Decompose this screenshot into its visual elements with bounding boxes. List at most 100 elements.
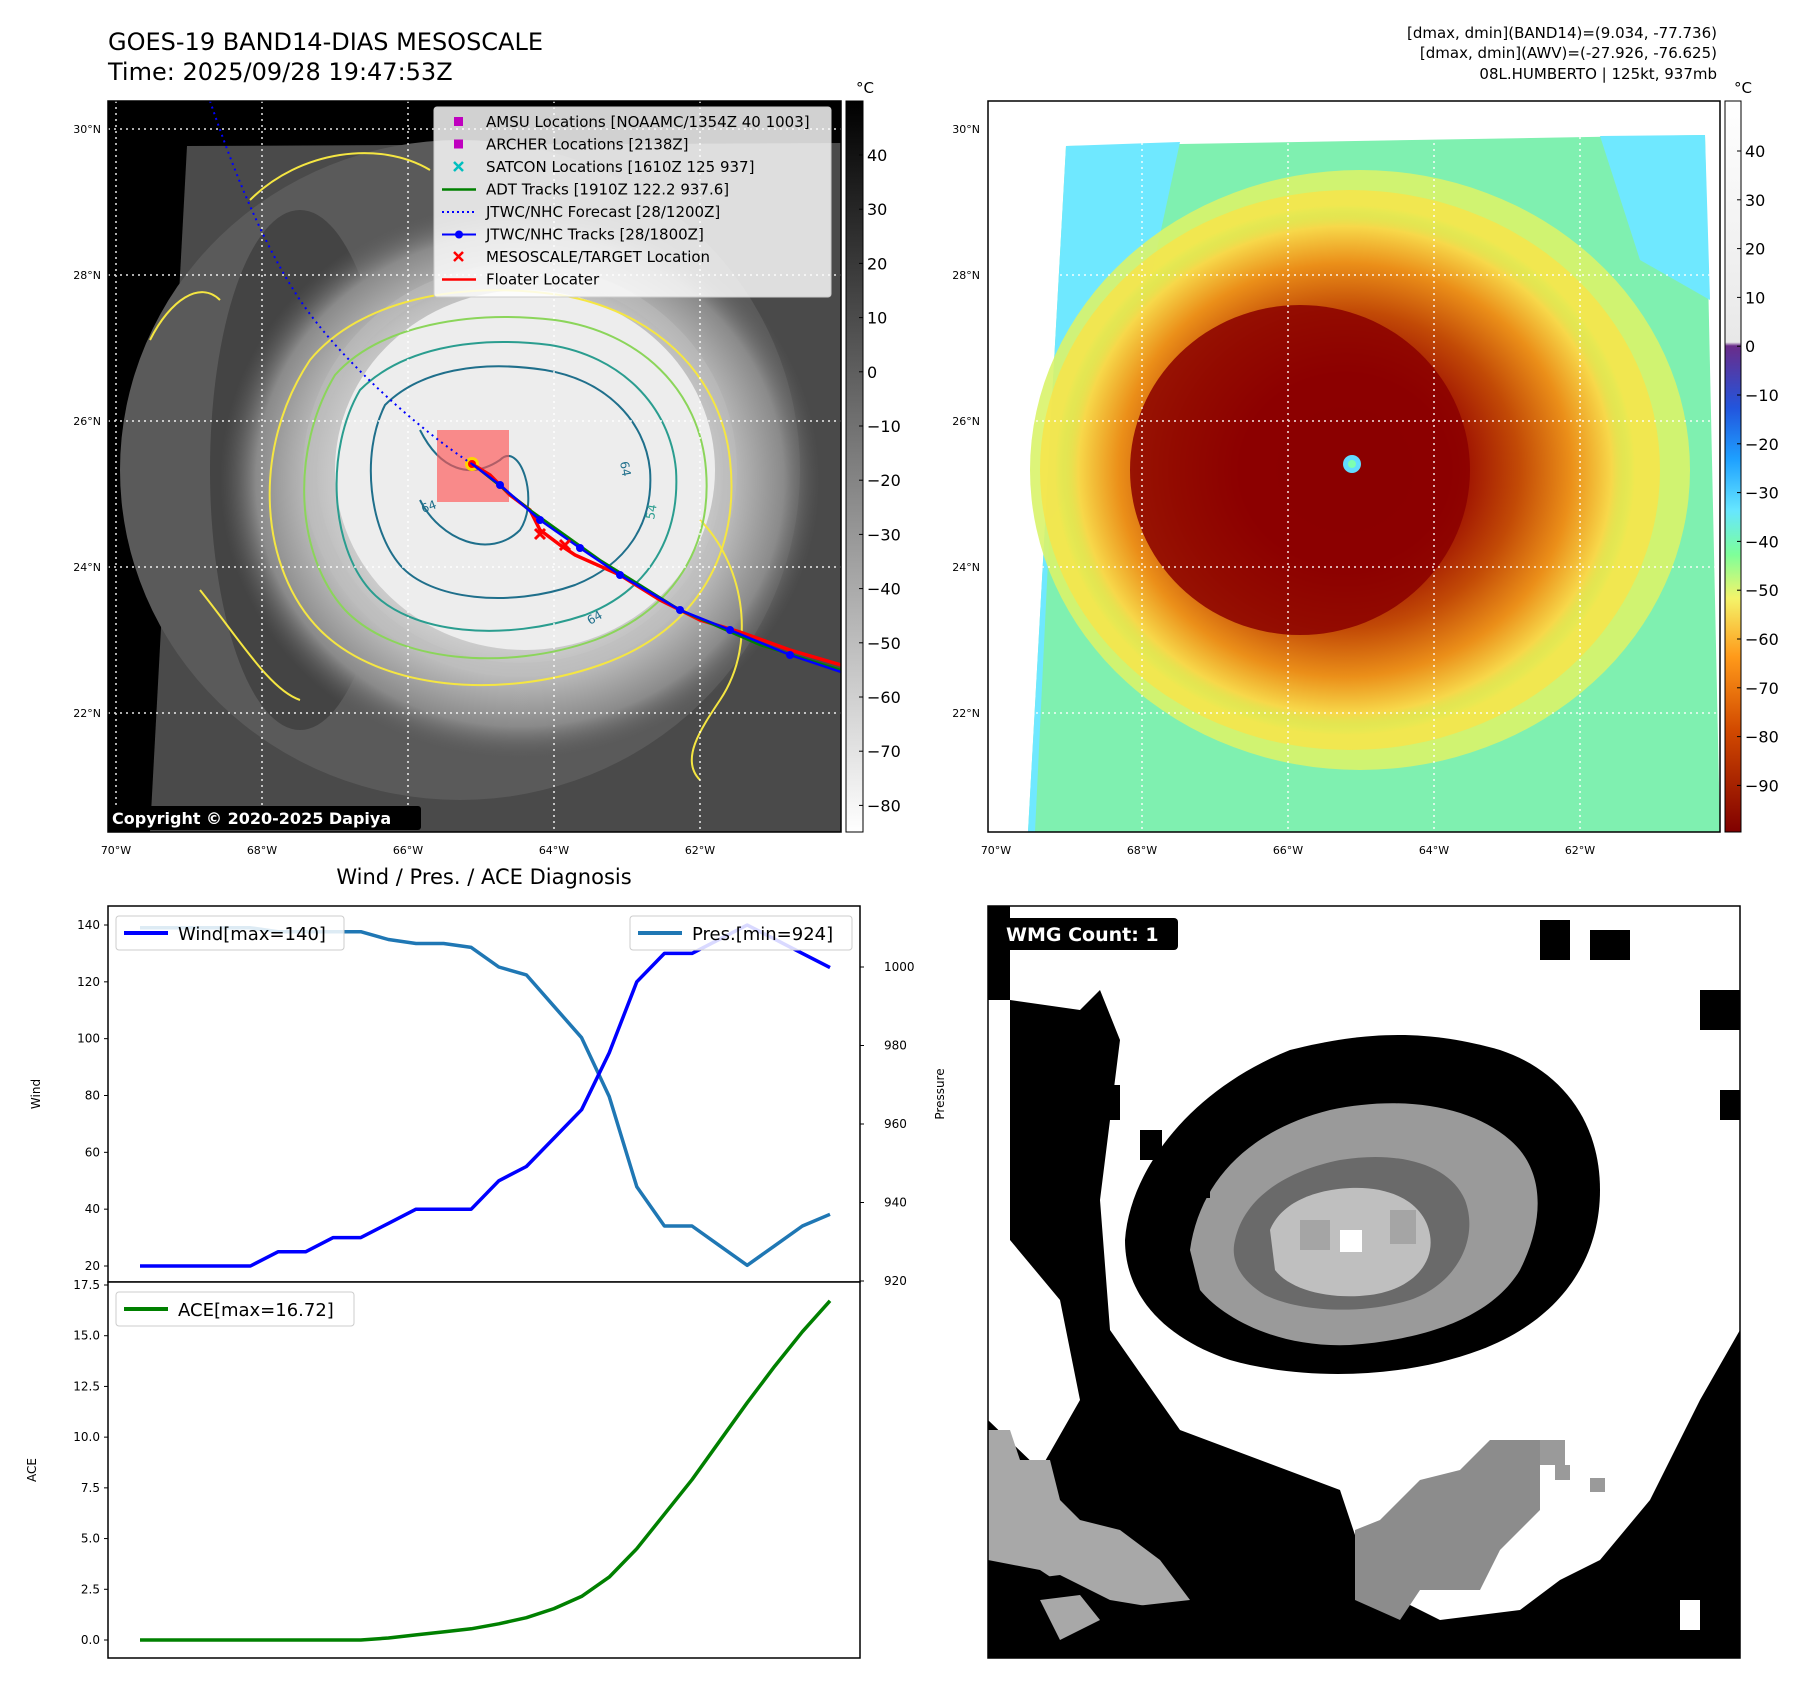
pressure-tick-label: 980 — [884, 1039, 907, 1053]
lat-label: 30°N — [952, 123, 980, 136]
colorbar-tick-label: 30 — [1745, 191, 1765, 210]
ace-tick-label: 15.0 — [73, 1329, 100, 1343]
wind-legend-label: Wind[max=140] — [178, 924, 326, 945]
colorbar-tick-label: −50 — [867, 634, 901, 653]
lat-label: 26°N — [952, 415, 980, 428]
pressure-tick-label: 940 — [884, 1196, 907, 1210]
colorbar-tick-label: −80 — [867, 796, 901, 815]
colorbar-unit: °C — [856, 79, 874, 97]
lat-label: 28°N — [73, 269, 101, 282]
wind-tick-label: 80 — [85, 1089, 100, 1103]
lon-label: 70°W — [981, 844, 1011, 857]
ace-axes — [107, 1281, 861, 1659]
legend-marker — [455, 230, 463, 239]
wmg-panel — [988, 906, 1740, 1658]
ace-line — [140, 1299, 832, 1642]
ace-tick-label: 12.5 — [73, 1379, 100, 1393]
legend-marker — [454, 117, 463, 126]
ace-tick-label: 10.0 — [73, 1430, 100, 1444]
colorbar-tick-label: −30 — [867, 525, 901, 544]
colorbar-tick-label: 30 — [867, 200, 887, 219]
colorbar-tick-label: −60 — [1745, 630, 1779, 649]
contour-label: 64 — [419, 497, 438, 515]
colorbar-tick-label: −90 — [1745, 776, 1779, 795]
wind-legend: Wind[max=140] — [115, 915, 345, 951]
legend-label: MESOSCALE/TARGET Location — [486, 248, 710, 266]
legend-label: Floater Locater — [486, 271, 600, 289]
colorbar-tick-label: 10 — [867, 309, 887, 328]
colorbar-tick-label: −70 — [867, 742, 901, 761]
lat-label: 24°N — [73, 561, 101, 574]
pressure-legend-label: Pres.[min=924] — [692, 924, 833, 945]
lat-label: 22°N — [952, 707, 980, 720]
lat-label: 30°N — [73, 123, 101, 136]
pressure-legend: Pres.[min=924] — [629, 915, 853, 951]
colorbar-tick-label: −70 — [1745, 679, 1779, 698]
copyright-text: Copyright © 2020-2025 Dapiya — [112, 809, 391, 828]
lat-label: 28°N — [952, 269, 980, 282]
pressure-axis-label: Pressure — [933, 1068, 947, 1119]
colorbar-tick-label: −10 — [867, 417, 901, 436]
ir-color-map-panel — [988, 101, 1720, 832]
legend-entry: Floater Locater — [442, 271, 600, 289]
legend-entry: MESOSCALE/TARGET Location — [453, 248, 710, 266]
lon-label: 62°W — [685, 844, 715, 857]
stats-band14: [dmax, dmin](BAND14)=(9.034, -77.736) — [1407, 24, 1717, 42]
legend-entry: ADT Tracks [1910Z 122.2 937.6] — [442, 181, 729, 199]
lat-label: 24°N — [952, 561, 980, 574]
pressure-tick-label: 1000 — [884, 960, 915, 974]
legend-marker — [454, 139, 463, 149]
colorbar-tick-label: −20 — [867, 471, 901, 490]
wmg-count-badge: WMG Count: 1 — [1006, 924, 1159, 946]
wind-tick-label: 120 — [77, 975, 100, 989]
ace-axis-label: ACE — [25, 1458, 39, 1482]
lon-label: 66°W — [393, 844, 423, 857]
track-points — [496, 481, 794, 659]
legend-label: JTWC/NHC Tracks [28/1800Z] — [485, 226, 704, 244]
forecast-track — [209, 101, 473, 465]
colorbar-tick-label: −10 — [1745, 386, 1779, 405]
lon-label: 64°W — [1419, 844, 1449, 857]
legend-entry: AMSU Locations [NOAAMC/1354Z 40 1003] — [454, 113, 810, 131]
colorbar-tick-label: −20 — [1745, 435, 1779, 454]
pressure-tick-label: 920 — [884, 1274, 907, 1288]
legend-marker — [453, 251, 464, 262]
colorbar-tick-label: 40 — [867, 146, 887, 165]
legend-label: JTWC/NHC Forecast [28/1200Z] — [485, 203, 720, 221]
wind-tick-label: 60 — [85, 1145, 100, 1159]
wind-tick-label: 100 — [77, 1032, 100, 1046]
pressure-tick-label: 960 — [884, 1117, 907, 1131]
legend-label: ADT Tracks [1910Z 122.2 937.6] — [486, 181, 729, 199]
colorbar-tick-label: 20 — [1745, 240, 1765, 259]
map-legend: AMSU Locations [NOAAMC/1354Z 40 1003] ARC… — [433, 106, 832, 298]
colorbar-tick-label: −40 — [1745, 532, 1779, 551]
lat-label: 22°N — [73, 707, 101, 720]
lon-label: 68°W — [247, 844, 277, 857]
wind-tick-label: 20 — [85, 1259, 100, 1273]
wind-tick-label: 40 — [85, 1202, 100, 1216]
colorbar-tick-label: −50 — [1745, 581, 1779, 600]
wind-tick-label: 140 — [77, 918, 100, 932]
contour-label: 64 — [617, 460, 633, 477]
ace-tick-label: 17.5 — [73, 1278, 100, 1292]
lon-label: 64°W — [539, 844, 569, 857]
legend-entry: JTWC/NHC Forecast [28/1200Z] — [442, 203, 720, 221]
lon-label: 68°W — [1127, 844, 1157, 857]
wind-axis-label: Wind — [29, 1079, 43, 1109]
colorbar-tick-label: 20 — [867, 254, 887, 273]
ace-tick-label: 0.0 — [81, 1633, 100, 1647]
wind-pressure-axes — [107, 905, 861, 1283]
ace-tick-label: 5.0 — [81, 1532, 100, 1546]
legend-label: SATCON Locations [1610Z 125 937] — [486, 158, 754, 176]
storm-info: 08L.HUMBERTO | 125kt, 937mb — [1479, 65, 1717, 83]
colorbar-tick-label: −30 — [1745, 484, 1779, 503]
ace-legend-label: ACE[max=16.72] — [178, 1300, 334, 1321]
colorbar-tick-label: 40 — [1745, 142, 1765, 161]
target-marks — [533, 527, 572, 552]
legend-label: AMSU Locations [NOAAMC/1354Z 40 1003] — [486, 113, 810, 131]
colorbar-color: °C 40 30 20 10 0 −10 −20 −30 −40 −50 −60 −70 −80 −90 — [1724, 79, 1779, 833]
colorbar-tick-label: 10 — [1745, 288, 1765, 307]
colorbar-tick-label: −60 — [867, 688, 901, 707]
colorbar-tick-label: 0 — [867, 363, 877, 382]
